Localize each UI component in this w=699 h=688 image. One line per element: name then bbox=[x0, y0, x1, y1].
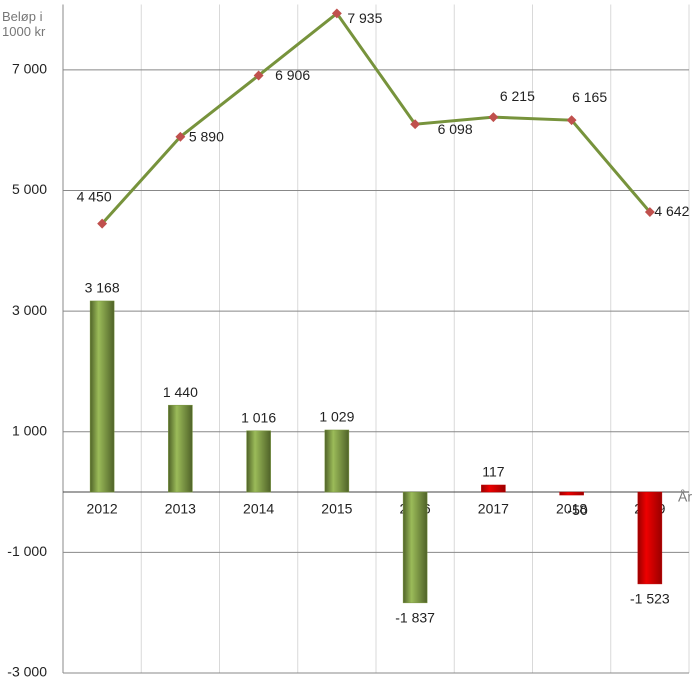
bar-value-label: -1 837 bbox=[395, 610, 435, 626]
bar-value-label: -1 523 bbox=[630, 591, 670, 607]
bar-value-label: 1 440 bbox=[163, 384, 198, 400]
x-tick-label: 2018 bbox=[556, 501, 587, 517]
line-value-label: 5 890 bbox=[189, 128, 224, 144]
bar-value-label: 117 bbox=[482, 464, 505, 480]
marker bbox=[97, 218, 108, 229]
x-tick-label: 2013 bbox=[165, 501, 196, 517]
bar-value-label: 1 016 bbox=[241, 409, 276, 425]
x-tick-label: 2014 bbox=[243, 501, 274, 517]
line-value-label: 4 450 bbox=[77, 188, 112, 204]
line-value-label: 6 906 bbox=[275, 67, 310, 83]
bar bbox=[637, 491, 663, 585]
y-tick-label: 7 000 bbox=[12, 61, 47, 77]
line bbox=[101, 11, 652, 225]
line-value-label: 6 165 bbox=[572, 89, 607, 105]
marker bbox=[175, 131, 186, 142]
bar bbox=[168, 404, 193, 493]
marker bbox=[644, 207, 655, 217]
x-tick-label: 2015 bbox=[321, 501, 352, 517]
x-tick-label: 2012 bbox=[87, 501, 118, 517]
bar-value-label: 3 168 bbox=[85, 280, 120, 296]
y-tick-label: 3 000 bbox=[12, 302, 47, 318]
y-tick-label: 5 000 bbox=[12, 181, 47, 197]
x-tick-label: 2017 bbox=[478, 501, 509, 517]
marker bbox=[488, 112, 499, 123]
bar bbox=[559, 491, 584, 496]
bar bbox=[246, 430, 271, 493]
y-axis-label: Beløp i 1000 kr bbox=[2, 9, 46, 39]
line-value-label: 4 642 bbox=[654, 203, 689, 219]
x-axis-label: År bbox=[678, 489, 692, 505]
y-tick-label: -1 000 bbox=[7, 543, 47, 559]
bar-value-label: 1 029 bbox=[319, 409, 354, 425]
marker bbox=[566, 115, 577, 126]
line-value-label: 6 098 bbox=[438, 121, 473, 137]
line-value-label: 6 215 bbox=[500, 88, 535, 104]
bar bbox=[481, 484, 506, 493]
line-value-label: 7 935 bbox=[347, 10, 382, 26]
bar bbox=[324, 429, 350, 493]
bar-value-label: -50 bbox=[568, 502, 588, 518]
bar bbox=[402, 491, 428, 604]
y-tick-label: 1 000 bbox=[12, 422, 47, 438]
y-tick-label: -3 000 bbox=[7, 664, 47, 680]
bar bbox=[89, 300, 115, 493]
